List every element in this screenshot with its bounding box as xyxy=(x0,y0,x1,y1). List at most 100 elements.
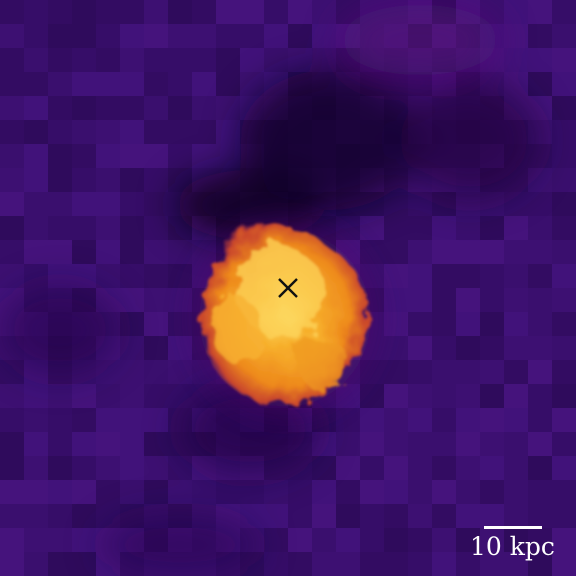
grid-cell xyxy=(120,336,144,360)
grid-cell xyxy=(528,216,552,240)
grid-cell xyxy=(336,528,360,552)
grid-cell xyxy=(456,528,480,552)
grid-cell xyxy=(408,456,432,480)
grid-cell xyxy=(96,72,120,96)
grid-cell xyxy=(552,480,576,504)
grid-cell xyxy=(456,552,480,576)
grid-cell xyxy=(312,0,336,24)
grid-cell xyxy=(144,24,168,48)
grid-cell xyxy=(456,312,480,336)
grid-cell xyxy=(24,504,48,528)
grid-cell xyxy=(216,72,240,96)
grid-cell xyxy=(432,288,456,312)
grid-cell xyxy=(504,48,528,72)
grid-cell xyxy=(504,192,528,216)
grid-cell xyxy=(456,360,480,384)
grid-cell xyxy=(312,552,336,576)
grid-cell xyxy=(216,0,240,24)
grid-cell xyxy=(144,480,168,504)
grid-cell xyxy=(72,72,96,96)
grid-cell xyxy=(120,312,144,336)
grid-cell xyxy=(264,0,288,24)
grid-cell xyxy=(552,408,576,432)
grid-cell xyxy=(72,24,96,48)
grid-cell xyxy=(72,240,96,264)
grid-cell xyxy=(144,264,168,288)
grid-cell xyxy=(504,408,528,432)
grid-cell xyxy=(96,456,120,480)
grid-cell xyxy=(480,360,504,384)
grid-cell xyxy=(24,384,48,408)
grid-cell xyxy=(0,144,24,168)
grid-cell xyxy=(360,528,384,552)
grid-cell xyxy=(552,336,576,360)
grid-cell xyxy=(24,552,48,576)
grid-cell xyxy=(120,288,144,312)
grid-cell xyxy=(504,0,528,24)
grid-cell xyxy=(384,504,408,528)
grid-cell xyxy=(552,528,576,552)
grid-cell xyxy=(96,240,120,264)
grid-cell xyxy=(456,240,480,264)
grid-cell xyxy=(528,384,552,408)
grid-cell xyxy=(384,432,408,456)
grid-cell xyxy=(0,432,24,456)
grid-cell xyxy=(456,288,480,312)
grid-cell xyxy=(384,240,408,264)
grid-cell xyxy=(216,48,240,72)
grid-cell xyxy=(96,96,120,120)
grid-cell xyxy=(552,264,576,288)
grid-cell xyxy=(504,336,528,360)
grid-cell xyxy=(96,408,120,432)
grid-cell xyxy=(408,504,432,528)
grid-cell xyxy=(72,264,96,288)
grid-cell xyxy=(24,0,48,24)
grid-cell xyxy=(144,288,168,312)
grid-cell xyxy=(552,312,576,336)
grid-cell xyxy=(408,480,432,504)
grid-cell xyxy=(408,288,432,312)
grid-cell xyxy=(96,384,120,408)
grid-cell xyxy=(192,24,216,48)
grid-cell xyxy=(48,552,72,576)
grid-cell xyxy=(504,312,528,336)
grid-cell xyxy=(144,240,168,264)
grid-cell xyxy=(528,552,552,576)
grid-cell xyxy=(504,480,528,504)
grid-cell xyxy=(432,432,456,456)
grid-cell xyxy=(72,504,96,528)
grid-cell xyxy=(384,480,408,504)
grid-cell xyxy=(528,480,552,504)
grid-cell xyxy=(0,360,24,384)
grid-cell xyxy=(504,264,528,288)
grid-cell xyxy=(96,360,120,384)
grid-cell xyxy=(360,432,384,456)
grid-cell xyxy=(72,192,96,216)
grid-cell xyxy=(168,72,192,96)
grid-cell xyxy=(192,120,216,144)
grid-cell xyxy=(336,504,360,528)
grid-cell xyxy=(480,384,504,408)
grid-cell xyxy=(552,384,576,408)
grid-cell xyxy=(0,240,24,264)
grid-cell xyxy=(552,0,576,24)
grid-cell xyxy=(144,336,168,360)
grid-cell xyxy=(24,264,48,288)
grid-cell xyxy=(432,312,456,336)
grid-cell xyxy=(192,72,216,96)
grid-cell xyxy=(144,432,168,456)
grid-cell xyxy=(48,408,72,432)
grid-cell xyxy=(216,96,240,120)
grid-cell xyxy=(144,120,168,144)
grid-cell xyxy=(48,168,72,192)
grid-cell xyxy=(144,48,168,72)
grid-cell xyxy=(72,144,96,168)
grid-cell xyxy=(264,552,288,576)
grid-cell xyxy=(120,24,144,48)
grid-cell xyxy=(384,408,408,432)
x-mark-icon xyxy=(278,278,298,298)
grid-cell xyxy=(528,240,552,264)
grid-cell xyxy=(48,24,72,48)
